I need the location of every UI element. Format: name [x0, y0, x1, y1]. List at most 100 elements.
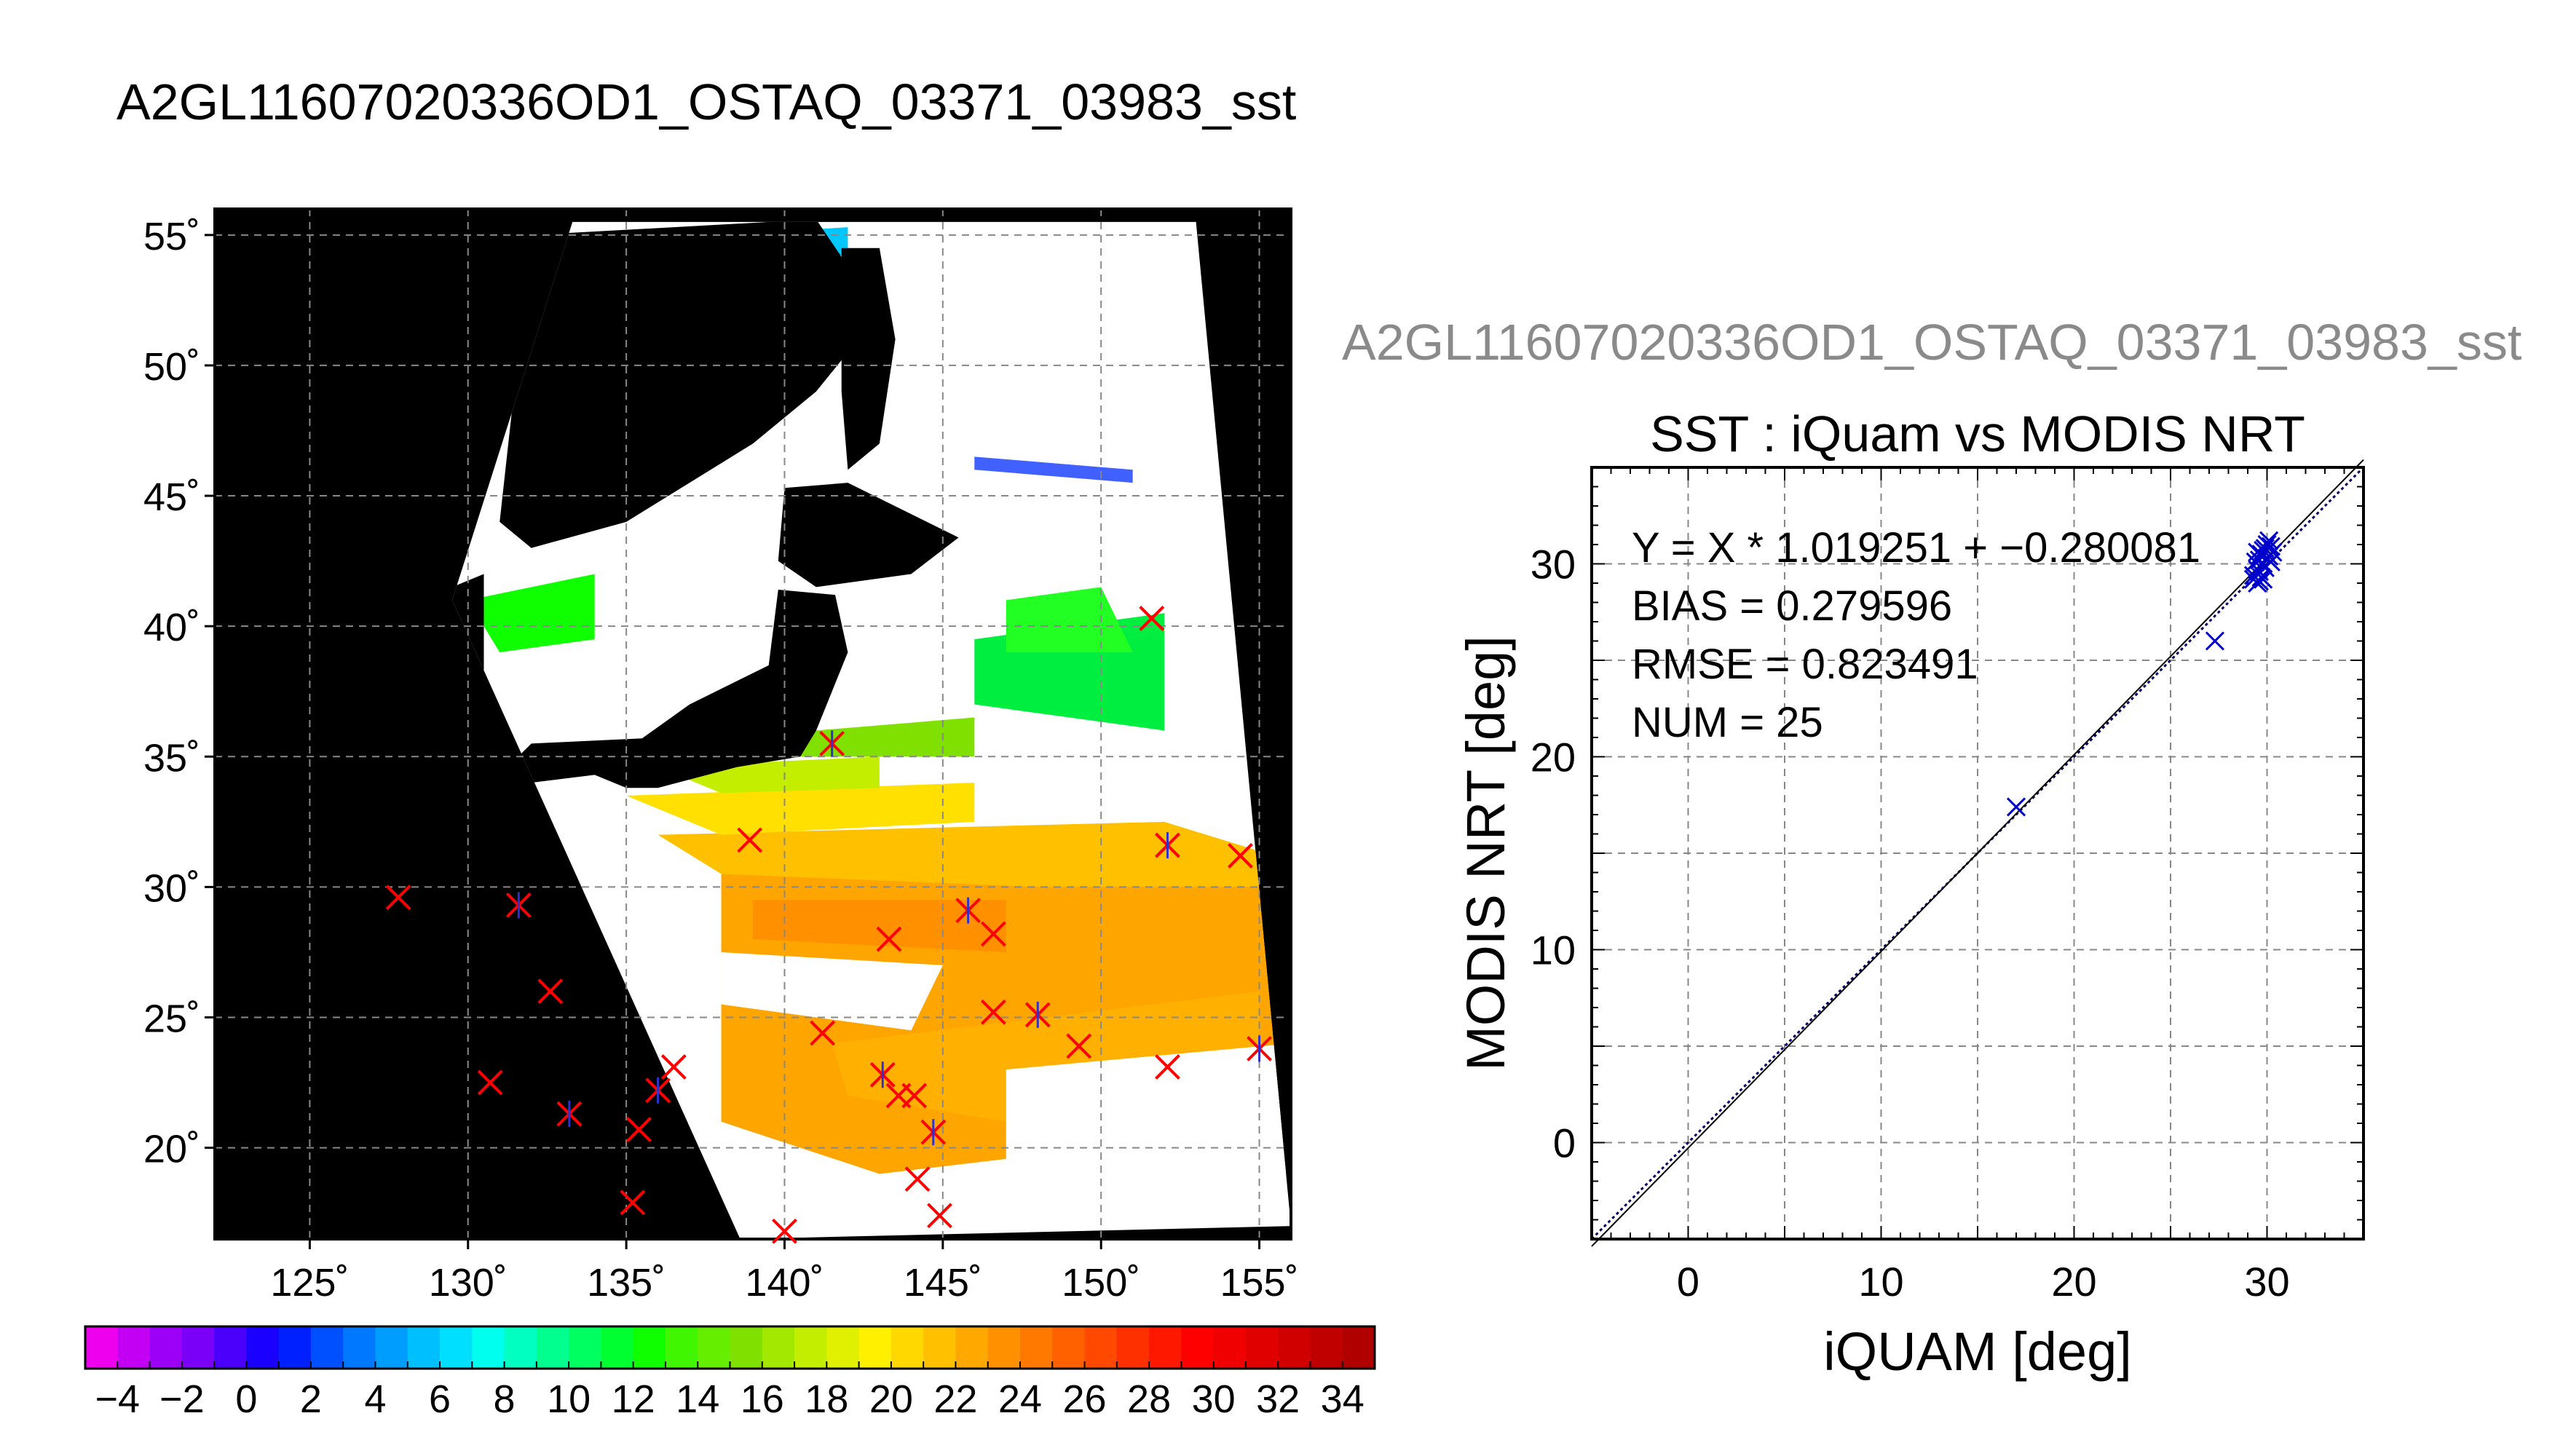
scatter-annotation: RMSE = 0.823491: [1632, 641, 1978, 688]
scatter-point: [2259, 531, 2279, 550]
colorbar-tick-label: 16: [741, 1377, 784, 1421]
land-hokkaido: [778, 483, 959, 587]
scatter-point: [2261, 552, 2280, 571]
scatter-point: [2249, 562, 2269, 582]
map-lat-tick-label: 35˚: [143, 736, 200, 780]
colorbar-tick-label: 20: [869, 1377, 913, 1421]
map-grid: [215, 209, 1291, 1239]
colorbar-cell: [310, 1326, 344, 1369]
sst-region: [721, 951, 943, 1031]
map-lon-tick-label: 150˚: [1062, 1261, 1140, 1305]
matchup-marker: [477, 1069, 503, 1096]
scatter-annotation: Y = X * 1.019251 + −0.280081: [1632, 524, 2200, 571]
map-lat-tick-label: 25˚: [143, 997, 200, 1041]
colorbar-cell: [601, 1326, 634, 1369]
colorbar-tick-label: 24: [998, 1377, 1042, 1421]
matchup-marker: [927, 1203, 952, 1229]
colorbar: −4 −2 0 2 4 6 8 10 12 14 16 18 20 22 24 26 28 30 32 34: [84, 1325, 1376, 1421]
scatter-x-axis-label: iQUAM [deg]: [1823, 1321, 2132, 1382]
colorbar-cell: [149, 1326, 183, 1369]
colorbar-cell: [794, 1326, 827, 1369]
colorbar-cell: [278, 1326, 312, 1369]
colorbar-tick-label: 32: [1256, 1377, 1300, 1421]
sst-region: [753, 900, 1006, 952]
map-lat-tick-label: 40˚: [143, 606, 200, 649]
colorbar-cell: [955, 1326, 989, 1369]
colorbar-tick-label: −4: [95, 1377, 140, 1421]
colorbar-cell: [407, 1326, 441, 1369]
scatter-x-tick-label: 20: [2051, 1259, 2096, 1305]
map-lat-tick-label: 50˚: [143, 345, 200, 389]
colorbar-cell: [85, 1326, 118, 1369]
matchup-marker: [660, 1054, 687, 1080]
colorbar-cell: [181, 1326, 215, 1369]
colorbar-cell: [858, 1326, 892, 1369]
scatter-y-axis-label: MODIS NRT [deg]: [1456, 636, 1516, 1071]
map-lat-tick-label: 45˚: [143, 475, 200, 519]
colorbar-cell: [987, 1326, 1021, 1369]
map-lon-tick-label: 140˚: [745, 1261, 824, 1305]
colorbar-cell: [923, 1326, 956, 1369]
colorbar-tick-label: 2: [300, 1377, 322, 1421]
colorbar-cell: [246, 1326, 280, 1369]
colorbar-cell: [214, 1326, 247, 1369]
matchup-marker: [1155, 1054, 1180, 1080]
colorbar-tick-label: 22: [933, 1377, 977, 1421]
scatter-annotation: BIAS = 0.279596: [1632, 582, 1952, 630]
map-lat-tick-label: 55˚: [143, 215, 200, 258]
colorbar-cell: [1342, 1326, 1375, 1369]
colorbar-cell: [698, 1326, 730, 1369]
colorbar-cell: [1245, 1326, 1279, 1369]
map-frame: [213, 207, 1292, 1241]
scatter-point: [2249, 571, 2269, 591]
map-lon-tick-label: 145˚: [904, 1261, 982, 1305]
colorbar-cell: [762, 1326, 795, 1369]
scatter-frame: [1590, 466, 2365, 1241]
matchup-marker: [1228, 842, 1253, 869]
colorbar-cell: [891, 1326, 924, 1369]
scatter-y-tick-label: 30: [1531, 542, 1576, 587]
scatter-y-tick-label: 20: [1531, 735, 1576, 780]
colorbar-cell: [375, 1326, 408, 1369]
map-lon-tick-label: 125˚: [270, 1261, 349, 1305]
scatter-x-tick-label: 0: [1677, 1259, 1699, 1305]
map-lat-tick-label: 30˚: [143, 866, 200, 910]
colorbar-tick-label: 28: [1127, 1377, 1171, 1421]
scatter-point: [2257, 534, 2277, 555]
scatter-title: SST : iQuam vs MODIS NRT: [1650, 405, 2305, 462]
colorbar-tick-label: 34: [1321, 1377, 1365, 1421]
scatter-subtitle: A2GL11607020336OD1_OSTAQ_03371_03983_sst: [1342, 314, 2522, 371]
map-lon-tick-label: 130˚: [429, 1261, 508, 1305]
matchup-marker: [772, 1218, 797, 1244]
scatter-panel: SST : iQuam vs MODIS NRT 0 10 20 30 0 10 20 30 iQ…: [1456, 405, 2365, 1382]
sst-region: [753, 717, 975, 757]
map-lat-tick-label: 20˚: [143, 1128, 200, 1171]
scatter-x-tick-label: 30: [2244, 1259, 2289, 1305]
colorbar-cell: [1278, 1326, 1311, 1369]
map-lon-tick-label: 135˚: [587, 1261, 666, 1305]
matchup-marker: [1066, 1033, 1092, 1059]
scatter-point: [2205, 631, 2225, 651]
colorbar-tick-label: 0: [235, 1377, 257, 1421]
colorbar-cell: [504, 1326, 537, 1369]
map-lon-tick-label: 155˚: [1220, 1261, 1298, 1305]
colorbar-tick-label: 6: [429, 1377, 451, 1421]
scatter-x-tick-label: 10: [1858, 1259, 1903, 1305]
colorbar-cell: [633, 1326, 666, 1369]
colorbar-cell: [1052, 1326, 1086, 1369]
colorbar-cell: [569, 1326, 601, 1369]
matchup-marker: [980, 999, 1006, 1025]
colorbar-cell: [1116, 1326, 1150, 1369]
scatter-y-tick-label: 10: [1531, 927, 1576, 973]
colorbar-tick-label: 14: [676, 1377, 719, 1421]
matchup-marker: [901, 1083, 928, 1109]
colorbar-cell: [1149, 1326, 1182, 1369]
matchup-markers: [385, 606, 1272, 1244]
colorbar-cell: [1084, 1326, 1118, 1369]
colorbar-cell: [1181, 1326, 1215, 1369]
matchup-marker: [810, 1020, 836, 1046]
page-title: A2GL11607020336OD1_OSTAQ_03371_03983_sst: [117, 74, 1297, 130]
land-sakhalin: [841, 248, 896, 470]
